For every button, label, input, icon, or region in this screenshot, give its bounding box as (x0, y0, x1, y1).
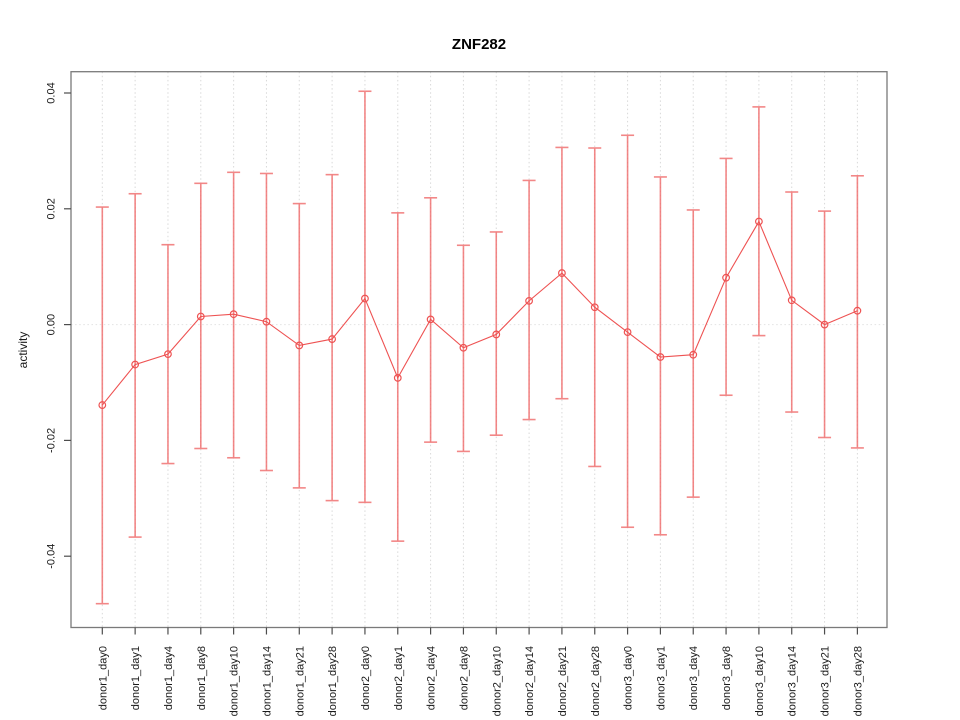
data-point (787, 296, 796, 305)
y-tick-label: 0.00 (46, 314, 58, 335)
data-point (492, 330, 501, 339)
data-point (755, 217, 763, 226)
y-tick-label: -0.04 (46, 544, 58, 569)
chart-title: ZNF282 (452, 36, 506, 53)
error-bar (621, 134, 635, 529)
error-bar (325, 173, 339, 502)
error-bar (95, 206, 109, 605)
x-tick-label: donor1_day14 (261, 646, 273, 716)
data-point (525, 296, 533, 305)
y-axis-label: activity (16, 332, 30, 369)
y-tick-label: 0.04 (46, 82, 58, 103)
data-point (295, 341, 304, 350)
x-tick-label: donor1_day0 (97, 646, 109, 710)
data-point (361, 294, 369, 303)
error-bar (522, 179, 536, 421)
x-tick-label: donor1_day28 (327, 646, 339, 716)
data-point (722, 273, 730, 282)
data-point (656, 353, 665, 361)
gridlines (71, 71, 887, 628)
error-bar (194, 182, 208, 450)
x-tick-label: donor1_day4 (163, 646, 175, 710)
error-bar (653, 176, 667, 536)
error-bar (227, 171, 241, 459)
x-tick-label: donor1_day1 (130, 646, 142, 710)
x-tick-label: donor1_day10 (229, 646, 241, 716)
data-point (689, 350, 698, 359)
data-point (426, 315, 435, 324)
error-bar (850, 174, 864, 449)
y-tick-label: 0.02 (46, 198, 58, 219)
x-tick-label: donor1_day8 (196, 646, 208, 710)
data-point (229, 310, 238, 319)
data-point (459, 343, 468, 352)
x-tick-label: donor2_day21 (557, 646, 569, 716)
data-point (623, 328, 632, 337)
x-tick-label: donor3_day0 (623, 646, 635, 710)
data-point (853, 306, 862, 315)
data-series (95, 90, 864, 605)
x-tick-label: donor2_day8 (458, 646, 470, 710)
data-point (328, 335, 337, 343)
data-point (164, 350, 172, 359)
activity-line (101, 220, 858, 406)
error-bar (489, 231, 503, 436)
data-point (262, 317, 271, 326)
axes: -0.04 -0.02 0.00 0.02 0.04 donor1_day0 donor1_… (46, 82, 865, 716)
x-tick-label: donor2_day4 (426, 646, 438, 710)
x-tick-label: donor2_day14 (524, 646, 536, 716)
x-tick-label: donor3_day10 (754, 646, 766, 716)
error-bar (358, 90, 372, 504)
data-point (590, 303, 599, 312)
x-tick-label: donor2_day1 (393, 646, 405, 710)
data-point (196, 312, 205, 321)
x-tick-label: donor2_day0 (360, 646, 372, 710)
error-bar (785, 191, 799, 413)
x-tick-label: donor3_day1 (655, 646, 667, 710)
x-tick-label: donor2_day28 (590, 646, 602, 716)
x-tick-label: donor2_day10 (491, 646, 503, 716)
x-tick-label: donor3_day28 (852, 646, 864, 716)
data-point (558, 269, 566, 277)
data-point (131, 360, 140, 369)
x-tick-label: donor3_day14 (787, 646, 799, 716)
x-tick-label: donor3_day4 (688, 646, 700, 710)
x-tick-label: donor1_day21 (294, 646, 306, 716)
data-point (393, 373, 402, 382)
x-tick-label: donor3_day8 (721, 646, 733, 710)
y-tick-label: -0.02 (46, 428, 58, 453)
data-point (820, 320, 829, 329)
data-point (98, 401, 107, 409)
plot-border (70, 71, 888, 629)
x-tick-label: donor3_day21 (820, 646, 832, 716)
